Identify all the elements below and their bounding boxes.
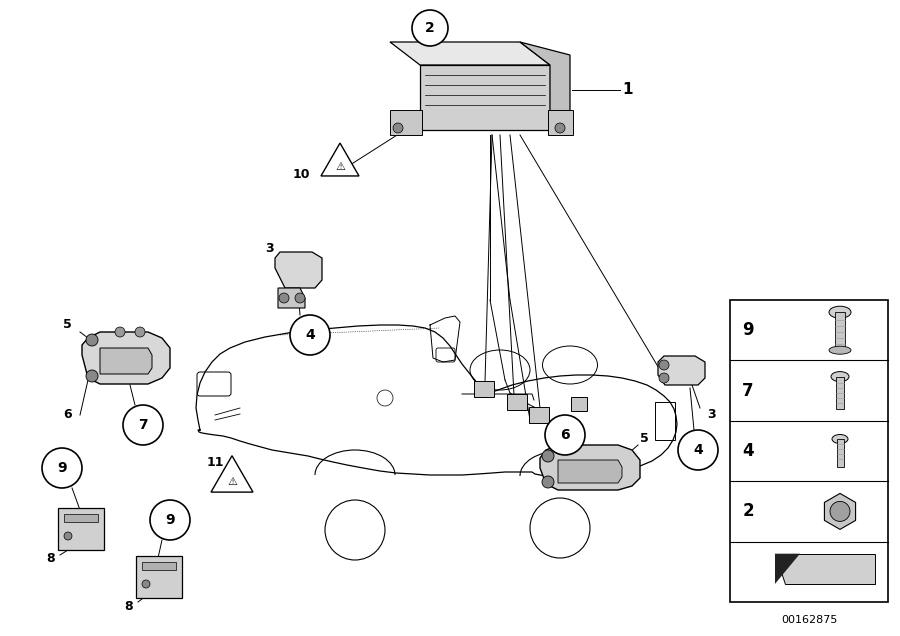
Circle shape (142, 580, 150, 588)
Ellipse shape (829, 346, 851, 354)
Polygon shape (100, 348, 152, 374)
Circle shape (542, 476, 554, 488)
Circle shape (545, 415, 585, 455)
Circle shape (542, 450, 554, 462)
Text: 9: 9 (166, 513, 175, 527)
Circle shape (555, 123, 565, 133)
Circle shape (830, 501, 850, 522)
Circle shape (412, 10, 448, 46)
Circle shape (678, 430, 718, 470)
Text: 2: 2 (742, 502, 754, 520)
Text: 7: 7 (742, 382, 754, 399)
Text: 10: 10 (292, 169, 310, 181)
Circle shape (64, 532, 72, 540)
Circle shape (42, 448, 82, 488)
Text: 4: 4 (693, 443, 703, 457)
Bar (390, 110, 422, 135)
Text: 3: 3 (707, 408, 716, 422)
Circle shape (290, 315, 330, 355)
FancyBboxPatch shape (529, 407, 549, 423)
Bar (142, 562, 176, 570)
Circle shape (295, 293, 305, 303)
Text: 1: 1 (622, 83, 633, 97)
Text: 6: 6 (63, 408, 72, 422)
Circle shape (279, 293, 289, 303)
Ellipse shape (831, 371, 849, 382)
Polygon shape (520, 42, 570, 130)
Circle shape (115, 327, 125, 337)
Polygon shape (211, 456, 253, 492)
Text: 6: 6 (560, 428, 570, 442)
Circle shape (86, 334, 98, 346)
Circle shape (659, 373, 669, 383)
FancyBboxPatch shape (474, 381, 494, 397)
Polygon shape (420, 65, 550, 130)
Polygon shape (540, 445, 640, 490)
Polygon shape (278, 288, 305, 308)
Polygon shape (658, 356, 705, 385)
Text: 5: 5 (640, 431, 649, 445)
Circle shape (393, 123, 403, 133)
Polygon shape (824, 494, 856, 529)
Text: 8: 8 (124, 600, 133, 612)
Bar (548, 110, 573, 135)
Polygon shape (775, 554, 875, 584)
Bar (64, 514, 98, 522)
Text: 2: 2 (425, 21, 435, 35)
Circle shape (150, 500, 190, 540)
Polygon shape (775, 554, 800, 584)
Text: 4: 4 (742, 442, 754, 460)
Text: 00162875: 00162875 (781, 615, 837, 625)
Text: 5: 5 (63, 319, 72, 331)
Polygon shape (82, 332, 170, 384)
Polygon shape (275, 252, 322, 288)
Bar (837, 439, 844, 467)
Text: 8: 8 (47, 551, 55, 565)
Polygon shape (558, 460, 622, 483)
Ellipse shape (829, 306, 851, 318)
Polygon shape (390, 42, 550, 65)
Bar (655, 402, 675, 440)
Text: ⚠: ⚠ (227, 477, 237, 487)
Circle shape (659, 360, 669, 370)
Polygon shape (321, 143, 359, 176)
Text: 9: 9 (742, 321, 754, 339)
Circle shape (135, 327, 145, 337)
Circle shape (123, 405, 163, 445)
Text: 3: 3 (266, 242, 274, 254)
Bar (835, 312, 845, 348)
Text: 7: 7 (139, 418, 148, 432)
Text: ⚠: ⚠ (335, 162, 345, 172)
Bar (836, 377, 844, 408)
FancyBboxPatch shape (571, 397, 587, 411)
Ellipse shape (832, 434, 848, 443)
Bar (730, 300, 888, 602)
FancyBboxPatch shape (58, 508, 104, 550)
Text: 4: 4 (305, 328, 315, 342)
FancyBboxPatch shape (507, 394, 527, 410)
FancyBboxPatch shape (136, 556, 182, 598)
Text: 11: 11 (206, 455, 224, 469)
Circle shape (86, 370, 98, 382)
Text: 9: 9 (58, 461, 67, 475)
